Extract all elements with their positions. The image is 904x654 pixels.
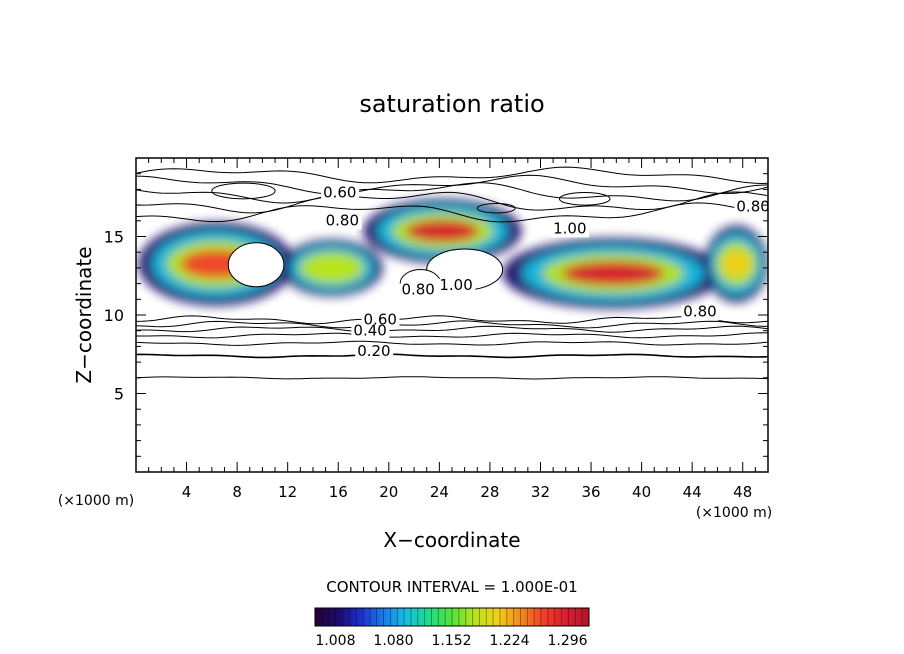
upper-contour-line [136, 202, 768, 223]
contour-label-bg [321, 186, 360, 202]
closed-contour [211, 182, 276, 200]
x-tick-label: 16 [329, 483, 348, 501]
contour-label: 0.80 [401, 281, 434, 299]
x-tick-label: 32 [531, 483, 550, 501]
contour-label: 0.80 [326, 212, 359, 230]
chart-title: saturation ratio [359, 90, 544, 118]
x-tick-label: 28 [480, 483, 499, 501]
x-tick-label: 8 [232, 483, 242, 501]
colorbar-tick-label: 1.296 [547, 633, 587, 649]
contour-label: 0.60 [364, 310, 397, 328]
x-tick-label: 40 [632, 483, 651, 501]
x-unit-right: (×1000 m) [696, 505, 772, 521]
y-tick-label: 10 [104, 306, 124, 325]
x-tick-label: 12 [278, 483, 297, 501]
moist-region-1-level-3 [308, 258, 356, 278]
moist-region-3-level-3 [562, 261, 665, 286]
contour-line-0.40 [136, 332, 768, 339]
colorbar-tick-label: 1.152 [431, 633, 471, 649]
upper-contour-line [136, 182, 768, 204]
saturation-shading [138, 198, 768, 309]
closed-contour [558, 192, 611, 206]
x-tick-label: 4 [182, 483, 192, 501]
x-axis-ticks: 4 8 12 16 20 24 28 32 36 40 44 48 [148, 158, 756, 501]
clear-air-gap [227, 242, 285, 288]
y-axis-label: Z−coordinate [72, 246, 96, 383]
y-axis-ticks: 5 10 15 [104, 173, 768, 457]
contour-interval-label: CONTOUR INTERVAL = 1.000E-01 [326, 578, 577, 596]
contour-label: 0.20 [357, 342, 390, 360]
colorbar [314, 607, 590, 627]
contour-label: 1.00 [553, 219, 586, 237]
x-tick-label: 48 [733, 483, 752, 501]
y-tick-label: 5 [114, 385, 124, 404]
contour-line-0.10 [136, 376, 768, 380]
contour-line-0.30 [136, 340, 768, 346]
contour-label-bg [734, 200, 768, 216]
contour-label: 1.00 [439, 276, 472, 294]
contour-label-bg [437, 278, 476, 294]
contour-line-0.50 [136, 325, 768, 333]
contour-label: 0.40 [353, 321, 386, 339]
closed-contour [476, 203, 516, 214]
contour-label-bg [551, 222, 590, 238]
contour-label-bg [681, 305, 720, 321]
colorbar-tick-labels: 1.008 1.080 1.152 1.224 1.296 [315, 633, 587, 649]
colorbar-tick-label: 1.080 [373, 633, 413, 649]
upper-contour-line [136, 166, 768, 185]
x-tick-label: 44 [683, 483, 702, 501]
x-tick-label: 24 [430, 483, 449, 501]
contour-label-bg [399, 283, 438, 299]
contour-line-0.70 [136, 315, 768, 325]
x-axis-label: X−coordinate [383, 528, 520, 552]
contour-label-bg [323, 214, 362, 230]
colorbar-tick-label: 1.008 [315, 633, 355, 649]
contour-line-0.20 [136, 353, 768, 359]
contour-label: 0.80 [736, 197, 769, 215]
moist-region-2-level-3 [406, 220, 479, 242]
contour-label: 0.80 [683, 303, 716, 321]
plot-area: 0.600.800.800.800.600.400.200.80 1.001.00 [136, 166, 769, 380]
contour-label: 0.60 [323, 183, 356, 201]
x-tick-label: 36 [581, 483, 600, 501]
upper-contour-line [136, 174, 768, 195]
contour-label-bg [351, 324, 390, 340]
moist-region-4-level-3 [721, 250, 751, 278]
x-unit-left: (×1000 m) [58, 493, 134, 509]
colorbar-tick-label: 1.224 [489, 633, 529, 649]
contour-labels: 0.600.800.800.800.600.400.200.80 1.001.00 [321, 183, 769, 360]
colorbar-stripes [321, 608, 583, 626]
x-tick-label: 20 [379, 483, 398, 501]
contour-label-bg [355, 344, 394, 360]
contour-line-0.60 [136, 320, 768, 329]
y-tick-label: 15 [104, 228, 124, 247]
